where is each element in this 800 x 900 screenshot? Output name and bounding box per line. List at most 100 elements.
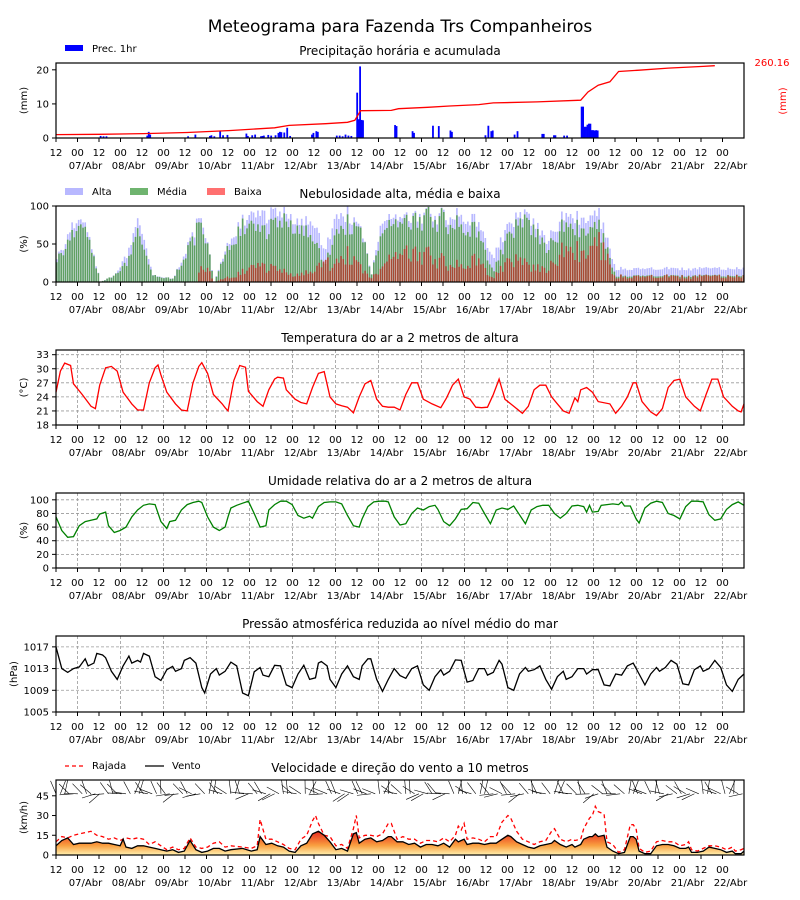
precip-bar [563, 135, 566, 138]
cloud-bar-mid [484, 249, 487, 282]
cloud-bar-mid [552, 240, 554, 282]
cloud-bar-high [676, 268, 679, 282]
cloud-bar-mid [279, 220, 281, 282]
x-tick-label: 00 [415, 578, 428, 589]
x-tick-label: 12 [222, 148, 235, 159]
cloud-bar-mid [108, 277, 111, 282]
cloud-bar-high [646, 268, 648, 282]
precip-bar [590, 130, 593, 138]
cloud-bar-low [447, 270, 449, 282]
x-date-label: 20/Abr [628, 448, 662, 459]
cloud-bar-low [596, 246, 598, 282]
cloud-bar-mid [495, 261, 498, 282]
cloud-bar-mid [276, 227, 279, 282]
precip-bar [596, 130, 599, 138]
cloud-bar-low [698, 274, 701, 282]
y-tick-label: 20 [36, 550, 49, 561]
panel-temperature: Temperatura do ar a 2 metros de altura 18… [19, 331, 748, 459]
pressure-line [55, 646, 745, 697]
cloud-bar-mid [281, 227, 283, 282]
precip-bar [451, 131, 453, 138]
x-date-label: 12/Abr [284, 448, 318, 459]
cloud-bar-low [274, 265, 277, 282]
cloud-bar-low [731, 277, 734, 282]
cloud-bar-mid [539, 244, 541, 282]
x-tick-label: 00 [415, 435, 428, 446]
wind-direction-arrow [58, 783, 70, 795]
cloud-bar-mid [574, 235, 576, 282]
cloud-bar-low [591, 245, 594, 282]
x-tick-label: 12 [222, 578, 235, 589]
cloud-bar-low [362, 273, 364, 282]
wind-direction-arrow [658, 793, 673, 798]
cloud-bar-mid [421, 230, 423, 282]
cloud-bar-high [655, 269, 657, 282]
cloud-bar-mid [239, 235, 242, 282]
cloud-bar-mid [261, 225, 264, 282]
x-tick-label: 12 [437, 148, 450, 159]
cloud-bar-mid [296, 225, 299, 282]
x-tick-label: 00 [71, 435, 84, 446]
x-tick-label: 00 [372, 865, 385, 876]
cloud-bar-mid [84, 226, 87, 282]
wind-direction-arrow [90, 793, 105, 796]
wind-direction-arrow [427, 782, 437, 794]
cloud-bar-low [381, 266, 384, 282]
cloud-bar-low [388, 254, 390, 282]
cloud-bar-high [735, 267, 738, 282]
cloud-bar-low [572, 252, 574, 282]
x-tick-label: 12 [523, 292, 536, 303]
cloud-bar-low [729, 276, 732, 282]
x-tick-label: 12 [222, 865, 235, 876]
cloud-bar-low [690, 278, 692, 282]
cloud-bar-low [386, 261, 388, 282]
cloud-bar-low [405, 245, 408, 282]
x-date-label: 14/Abr [370, 448, 404, 459]
cloud-bar-low [410, 261, 412, 282]
x-tick-label: 12 [609, 292, 622, 303]
wind-direction-arrow [59, 793, 74, 796]
cloud-bar-mid [125, 266, 128, 282]
cloud-bar-mid [178, 269, 181, 282]
cloud-bar-low [418, 252, 421, 282]
cloud-bar-low [228, 278, 231, 282]
cloud-bar-mid [462, 232, 465, 282]
cloud-bar-low [303, 275, 305, 282]
cloud-bar-high [639, 269, 642, 282]
y-tick-label: 100 [30, 202, 49, 213]
cloud-bar-mid [519, 218, 522, 282]
cloud-bar-low [543, 267, 546, 282]
x-date-label: 14/Abr [370, 735, 404, 746]
wind-direction-arrow [455, 785, 468, 795]
precip-bar [413, 132, 415, 138]
x-tick-label: 00 [673, 148, 686, 159]
y-axis-label: (km/h) [19, 801, 30, 834]
x-tick-label: 00 [587, 722, 600, 733]
cloud-bar-mid [449, 224, 452, 282]
cloud-bar-mid [174, 276, 176, 282]
cloud-bar-low [493, 278, 495, 282]
cloud-bar-low [230, 277, 233, 282]
x-date-label: 13/Abr [327, 591, 361, 602]
cloud-bar-low [432, 264, 434, 282]
wind-direction-arrow [479, 782, 490, 794]
cloud-bar-mid [469, 236, 471, 282]
cloud-bar-low [506, 258, 509, 282]
wind-direction-arrow [362, 788, 376, 795]
precip-bar [554, 135, 557, 138]
wind-direction-arrow [178, 787, 192, 795]
cloud-bar-low [473, 253, 476, 282]
x-tick-label: 00 [71, 292, 84, 303]
cloud-bar-high [626, 270, 629, 282]
wind-speed-fill [56, 831, 744, 855]
precip-bar [105, 136, 108, 138]
wind-direction-arrow [479, 793, 494, 796]
x-date-label: 16/Abr [456, 591, 490, 602]
wind-direction-arrow [325, 780, 332, 794]
precip-bar [360, 119, 363, 138]
cloud-bar-mid [502, 254, 504, 282]
x-tick-label: 00 [372, 722, 385, 733]
cloud-bar-high [679, 270, 681, 282]
cloud-bar-mid [75, 231, 78, 282]
x-tick-label: 00 [673, 865, 686, 876]
